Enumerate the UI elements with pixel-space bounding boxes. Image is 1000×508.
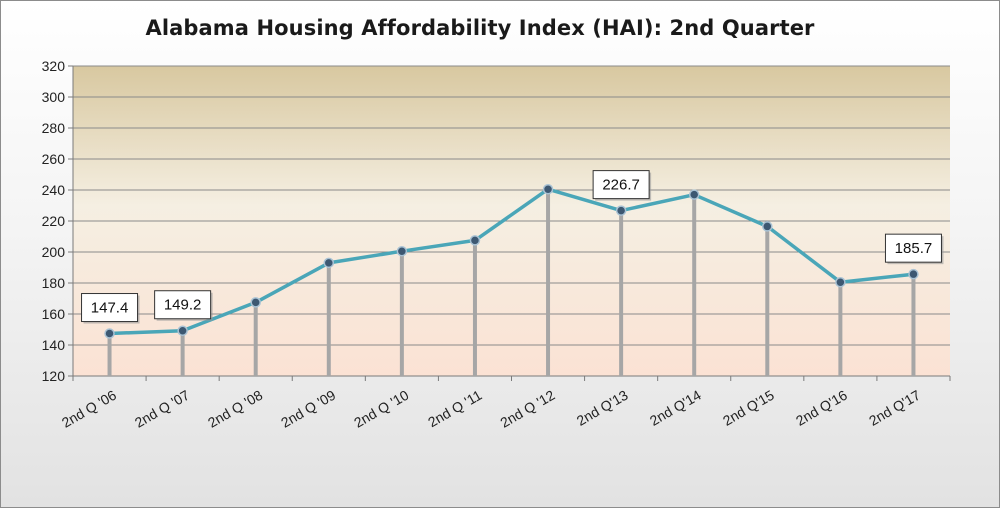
data-label-text: 226.7 (602, 177, 640, 194)
y-tick-label: 260 (42, 151, 66, 167)
data-point (104, 328, 115, 339)
y-tick-label: 200 (42, 244, 66, 260)
data-label-box (884, 233, 942, 263)
data-point (615, 205, 627, 216)
x-tick-label: 2nd Q'15 (720, 387, 777, 429)
x-tick-label: 2nd Q '09 (278, 387, 338, 431)
data-label-text: 149.2 (164, 297, 202, 314)
data-label: 185.7 (884, 233, 944, 265)
data-point (762, 221, 773, 232)
chart-title: Alabama Housing Affordability Index (HAI… (145, 16, 815, 40)
y-tick-label: 160 (42, 306, 66, 322)
data-point (250, 297, 261, 308)
x-tick-label: 2nd Q'16 (793, 387, 850, 429)
data-label-box (592, 170, 650, 200)
data-point (323, 257, 335, 269)
series-line (107, 187, 916, 336)
y-tick-label: 280 (42, 120, 66, 136)
y-tick-label: 180 (42, 275, 66, 291)
data-label-text: 147.4 (91, 300, 129, 317)
x-tick-label: 2nd Q'17 (866, 387, 923, 429)
y-tick-label: 220 (42, 213, 66, 229)
x-tick-label: 2nd Q '12 (497, 387, 557, 431)
y-tick-label: 120 (42, 368, 66, 384)
data-label: 149.2 (154, 290, 213, 321)
data-point (542, 183, 554, 195)
x-tick-label: 2nd Q '10 (351, 387, 411, 431)
data-point (835, 276, 846, 288)
y-tick-label: 240 (42, 182, 66, 198)
data-label-box (154, 290, 212, 320)
data-label-text: 185.7 (895, 240, 933, 257)
data-point (469, 235, 481, 246)
data-point (396, 245, 408, 257)
x-tick-label: 2nd Q'13 (574, 387, 631, 429)
data-point (908, 268, 919, 280)
data-label-box (81, 293, 139, 323)
x-tick-label: 2nd Q '11 (425, 387, 484, 431)
x-tick-label: 2nd Q'14 (647, 387, 704, 429)
x-tick-label: 2nd Q '07 (132, 387, 192, 431)
data-label: 147.4 (81, 293, 140, 324)
y-tick-label: 320 (42, 58, 66, 74)
data-point (688, 189, 700, 200)
y-tick-label: 140 (42, 337, 66, 353)
data-label: 226.7 (592, 170, 652, 201)
y-tick-label: 300 (42, 89, 66, 105)
data-point (177, 325, 188, 336)
x-tick-label: 2nd Q '08 (205, 387, 265, 431)
x-tick-label: 2nd Q '06 (59, 387, 119, 431)
